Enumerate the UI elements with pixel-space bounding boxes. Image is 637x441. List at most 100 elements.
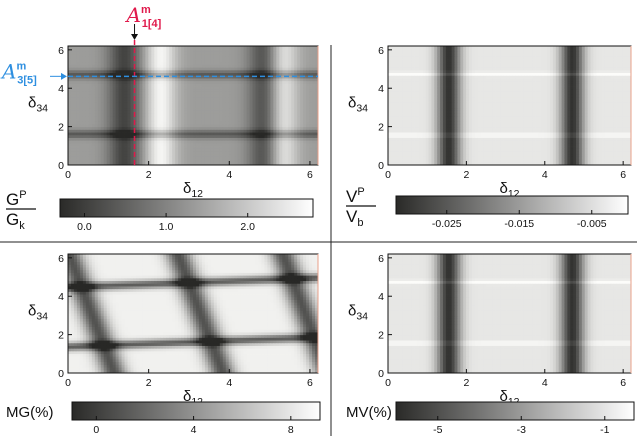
heatmap-cell xyxy=(109,83,114,87)
heatmap-cell xyxy=(411,67,415,71)
heatmap-cell xyxy=(68,108,72,112)
heatmap-cell xyxy=(294,70,298,74)
heatmap-cell xyxy=(127,119,131,123)
heatmap-cell xyxy=(408,54,412,58)
heatmap-cell xyxy=(561,81,565,85)
heatmap-cell xyxy=(529,62,534,66)
heatmap-cell xyxy=(160,162,164,166)
heatmap-cell xyxy=(222,56,227,60)
heatmap-cell xyxy=(198,156,203,160)
heatmap-cell xyxy=(145,54,149,58)
heatmap-cell xyxy=(237,54,242,58)
heatmap-cell xyxy=(255,64,259,69)
heatmap-cell xyxy=(312,127,316,131)
heatmap-cell xyxy=(270,97,274,101)
heatmap-cell xyxy=(544,51,548,55)
heatmap-cell xyxy=(148,156,152,160)
heatmap-cell xyxy=(279,62,283,66)
heatmap-cell xyxy=(243,100,247,104)
heatmap-cell xyxy=(252,97,256,101)
heatmap-cell xyxy=(181,156,185,160)
heatmap-cell xyxy=(240,156,244,160)
heatmap-cell xyxy=(121,151,125,155)
heatmap-cell xyxy=(124,46,128,50)
heatmap-cell xyxy=(309,59,313,63)
heatmap-cell xyxy=(480,46,484,50)
heatmap-cell xyxy=(396,81,400,85)
heatmap-cell xyxy=(604,46,609,50)
heatmap-cell xyxy=(109,48,114,52)
heatmap-cell xyxy=(306,54,310,58)
heatmap-cell xyxy=(148,121,152,125)
heatmap-cell xyxy=(228,102,233,106)
heatmap-cell xyxy=(154,62,158,66)
heatmap-cell xyxy=(204,113,209,117)
heatmap-cell xyxy=(216,154,221,158)
heatmap-cell xyxy=(567,46,571,50)
heatmap-cell xyxy=(425,73,429,77)
heatmap-cell xyxy=(204,91,209,96)
heatmap-cell xyxy=(552,64,557,69)
heatmap-cell xyxy=(561,83,565,87)
heatmap-cell xyxy=(169,151,173,155)
heatmap-cell xyxy=(474,59,479,63)
heatmap-cell xyxy=(393,78,398,82)
heatmap-cell xyxy=(184,159,188,163)
heatmap-cell xyxy=(416,75,421,79)
heatmap-cell xyxy=(399,51,403,55)
heatmap-cell xyxy=(106,81,111,85)
heatmap-cell xyxy=(576,54,580,58)
heatmap-cell xyxy=(526,54,531,58)
heatmap-cell xyxy=(195,151,200,155)
heatmap-cell xyxy=(106,108,111,112)
heatmap-cell xyxy=(133,70,137,74)
heatmap-cell xyxy=(276,132,280,136)
heatmap-cell xyxy=(184,156,188,160)
heatmap-cell xyxy=(255,124,259,128)
heatmap-cell xyxy=(402,51,406,55)
heatmap-cell xyxy=(222,67,227,71)
heatmap-cell xyxy=(225,51,230,55)
heatmap-cell xyxy=(234,146,239,150)
heatmap-cell xyxy=(222,75,227,79)
heatmap-cell xyxy=(91,89,96,93)
heatmap-cell xyxy=(590,78,594,82)
heatmap-cell xyxy=(201,91,206,96)
heatmap-cell xyxy=(255,48,259,52)
heatmap-cell xyxy=(139,67,143,71)
heatmap-cell xyxy=(178,127,182,131)
heatmap-cell xyxy=(267,135,271,139)
heatmap-cell xyxy=(133,62,137,66)
heatmap-cell xyxy=(303,119,307,123)
heatmap-cell xyxy=(195,78,200,82)
heatmap-cell xyxy=(469,48,473,52)
heatmap-cell xyxy=(561,59,565,63)
heatmap-cell xyxy=(70,146,75,150)
heatmap-cell xyxy=(584,67,588,71)
heatmap-cell xyxy=(207,56,212,60)
heatmap-cell xyxy=(255,94,259,98)
heatmap-cell xyxy=(282,86,286,90)
heatmap-cell xyxy=(602,67,606,71)
heatmap-cell xyxy=(100,59,105,63)
heatmap-cell xyxy=(411,48,415,52)
heatmap-cell xyxy=(604,75,609,79)
heatmap-cell xyxy=(198,132,203,136)
heatmap-cell xyxy=(276,113,280,117)
heatmap-cell xyxy=(210,75,215,79)
heatmap-cell xyxy=(576,67,580,71)
heatmap-cell xyxy=(252,108,256,112)
heatmap-cell xyxy=(207,110,212,115)
heatmap-cell xyxy=(249,73,253,77)
heatmap-cell xyxy=(285,146,289,150)
heatmap-cell xyxy=(607,73,612,77)
heatmap-cell xyxy=(151,129,155,133)
heatmap-cell xyxy=(82,135,87,139)
heatmap-cell xyxy=(204,121,209,125)
heatmap-cell xyxy=(309,67,313,71)
heatmap-cell xyxy=(97,91,102,96)
heatmap-cell xyxy=(390,64,395,69)
heatmap-cell xyxy=(103,135,108,139)
heatmap-cell xyxy=(306,156,310,160)
heatmap-cell xyxy=(166,64,170,69)
